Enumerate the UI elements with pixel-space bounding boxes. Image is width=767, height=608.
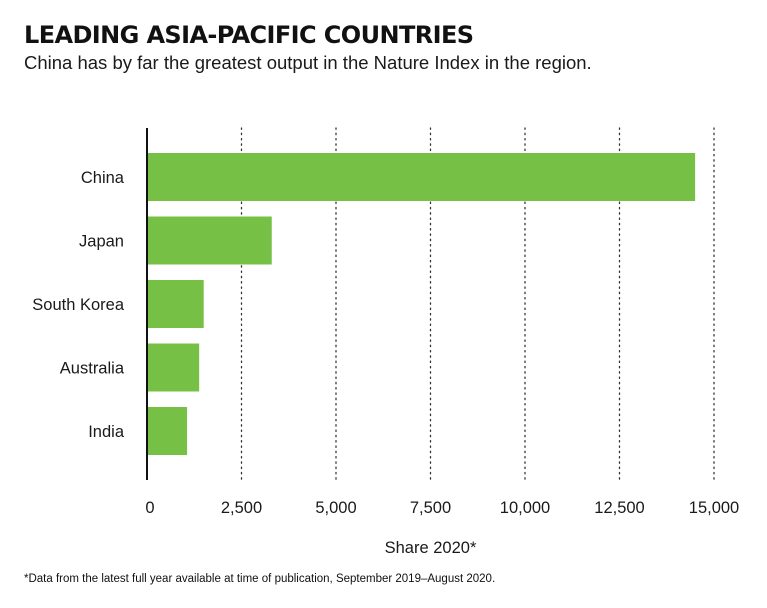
labels: China Japan South Korea Australia India 0 2,50… <box>32 169 739 557</box>
x-tick-label: 5,000 <box>315 499 356 517</box>
bar-australia <box>147 343 200 392</box>
x-tick-label: 2,500 <box>221 499 262 517</box>
bars <box>147 153 696 455</box>
x-tick-label: 7,500 <box>410 499 451 517</box>
bar-china <box>147 153 696 201</box>
bar-chart: China Japan South Korea Australia India 0 2,50… <box>32 127 739 557</box>
category-label: Australia <box>60 360 125 378</box>
x-axis-title: Share 2020* <box>385 539 477 557</box>
chart-subtitle: China has by far the greatest output in … <box>24 52 592 73</box>
x-tick-label: 0 <box>145 499 154 517</box>
footnote: *Data from the latest full year availabl… <box>24 573 496 585</box>
x-tick-label: 15,000 <box>689 499 739 517</box>
bar-japan <box>147 216 272 265</box>
x-tick-label: 12,500 <box>594 499 644 517</box>
category-label: India <box>88 423 125 441</box>
bar-south-korea <box>147 280 204 328</box>
bar-india <box>147 407 188 455</box>
category-label: China <box>81 169 125 187</box>
x-tick-label: 10,000 <box>500 499 550 517</box>
category-label: Japan <box>79 233 124 251</box>
category-label: South Korea <box>32 296 125 314</box>
chart-title: LEADING ASIA-PACIFIC COUNTRIES <box>24 21 474 49</box>
